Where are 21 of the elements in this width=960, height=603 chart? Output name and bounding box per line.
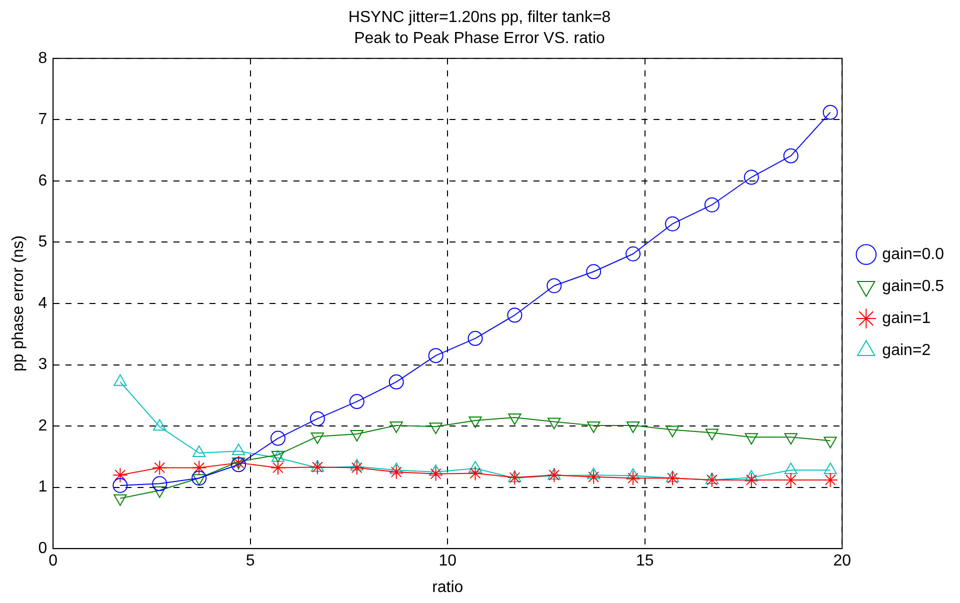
- y-tick-label: 6: [38, 172, 48, 190]
- y-axis-title: pp phase error (ns): [10, 235, 28, 372]
- x-tick-label: 10: [438, 552, 457, 570]
- legend-label: gain=0.0: [882, 246, 944, 263]
- y-tick-label: 5: [38, 234, 48, 251]
- y-tick-label: 3: [38, 356, 48, 374]
- x-tick-label: 5: [246, 552, 255, 570]
- chart-title: HSYNC jitter=1.20ns pp, filter tank=8: [348, 9, 611, 26]
- x-tick-label: 15: [636, 552, 654, 570]
- x-tick-label: 20: [833, 552, 852, 570]
- y-tick-label: 4: [38, 294, 48, 312]
- legend-label: gain=2: [882, 342, 931, 359]
- x-axis-title: ratio: [432, 578, 464, 596]
- y-tick-label: 1: [38, 478, 48, 496]
- legend-label: gain=1: [882, 310, 931, 327]
- y-tick-label: 2: [38, 417, 48, 434]
- chart-subtitle: Peak to Peak Phase Error VS. ratio: [354, 30, 605, 48]
- y-tick-label: 0: [38, 540, 48, 558]
- legend-label: gain=0.5: [882, 278, 944, 295]
- y-tick-label: 7: [38, 111, 48, 128]
- y-tick-label: 8: [38, 50, 48, 67]
